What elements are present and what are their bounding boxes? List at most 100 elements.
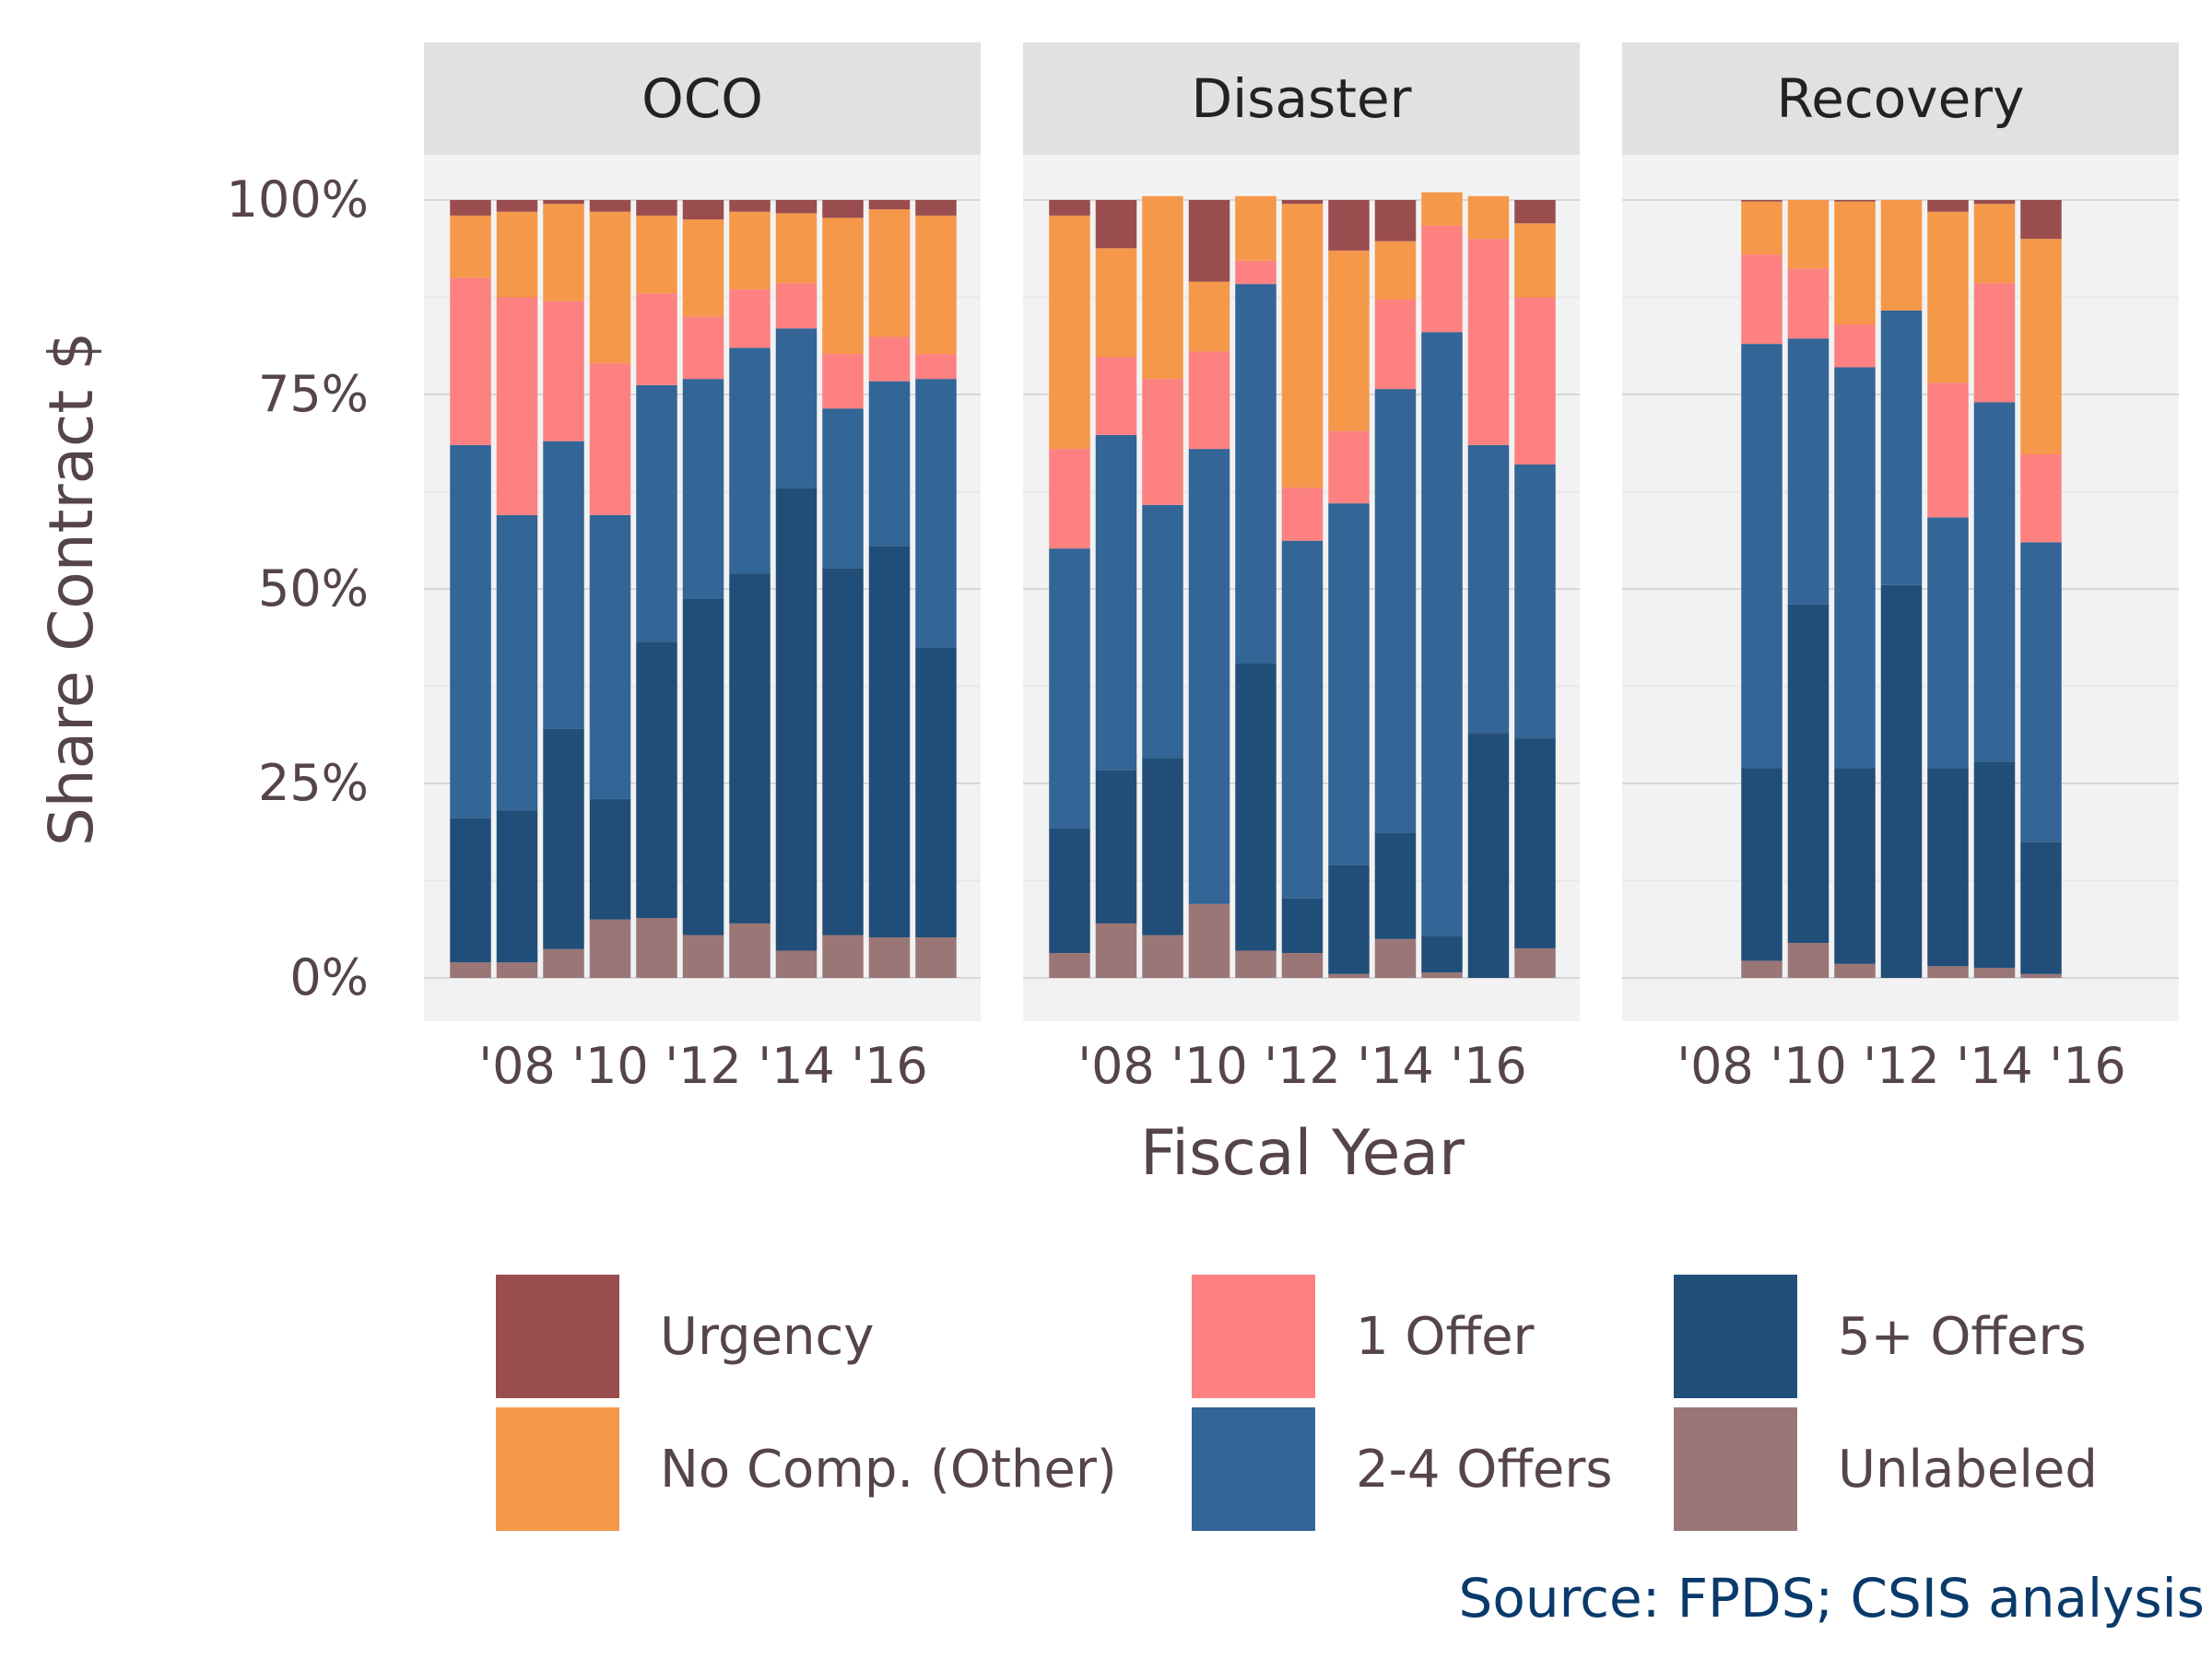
bar-segment [1467, 195, 1510, 240]
bar-segment [868, 546, 911, 938]
panel-title: Disaster [1191, 67, 1411, 130]
panel-strip [1622, 42, 2179, 155]
bar-segment [1281, 898, 1324, 953]
bar-segment [822, 218, 864, 355]
bar-segment [1374, 832, 1417, 939]
x-tick-label: '10 [1770, 1037, 1847, 1095]
bar-segment [775, 213, 818, 284]
bar-segment [1421, 972, 1463, 978]
bar-segment [450, 215, 491, 278]
legend-item: 5+ Offers [1674, 1275, 2087, 1398]
bar-segment [496, 962, 538, 978]
legend-item: No Comp. (Other) [496, 1407, 1117, 1531]
bar-segment [1973, 204, 2016, 284]
bar-segment [915, 354, 957, 380]
bar-segment [1235, 284, 1277, 664]
bar-segment [1049, 548, 1090, 829]
bar-segment [450, 818, 491, 963]
bar-segment [1973, 283, 2016, 403]
bar-segment [1787, 943, 1830, 978]
bar-segment [1049, 200, 1090, 216]
legend-item: 1 Offer [1192, 1275, 1535, 1398]
bar-segment [1834, 201, 1876, 325]
bar-segment [1095, 923, 1137, 978]
bar-segment [1374, 241, 1417, 300]
legend-swatch [1192, 1407, 1315, 1531]
x-tick-label: '16 [2049, 1037, 2126, 1095]
bar-segment [589, 200, 631, 212]
bar-segment [1514, 738, 1556, 948]
bar-segment [636, 215, 677, 294]
bar-segment [822, 200, 864, 218]
bar-segment [1235, 950, 1277, 978]
bar-segment [1834, 768, 1876, 964]
bar-segment [868, 200, 911, 210]
legend-label: No Comp. (Other) [660, 1439, 1117, 1500]
y-tick-label: 75% [258, 365, 369, 423]
bar-segment [775, 488, 818, 951]
bar-segment [496, 810, 538, 963]
bar-segment [1328, 865, 1370, 974]
legend-label: 2-4 Offers [1356, 1439, 1613, 1500]
panel-title: Recovery [1777, 67, 2025, 130]
bar-segment [775, 950, 818, 978]
bar-segment [2020, 841, 2062, 974]
bar-segment [1374, 389, 1417, 833]
bar-segment [1880, 584, 1923, 978]
bar-segment [1328, 200, 1370, 251]
bar-segment [822, 568, 864, 935]
bar-segment [729, 200, 771, 212]
bar-segment [1741, 254, 1783, 345]
bar-segment [2020, 239, 2062, 454]
bar-segment [1741, 344, 1783, 769]
bar-segment [729, 347, 771, 574]
bar-segment [1188, 281, 1230, 352]
bar-segment [868, 381, 911, 547]
bar-segment [1281, 540, 1324, 899]
bar-segment [1142, 195, 1183, 380]
bar-segment [543, 300, 584, 441]
bar-segment [1927, 966, 1969, 978]
bar-segment [1467, 733, 1510, 978]
bar-segment [1973, 761, 2016, 969]
bar-segment [1467, 239, 1510, 445]
bar-segment [1880, 200, 1923, 311]
legend-item: Urgency [496, 1275, 874, 1398]
legend-label: Urgency [660, 1306, 875, 1367]
bar-segment [1142, 758, 1183, 935]
legend-swatch [496, 1407, 619, 1531]
bar-segment [1328, 250, 1370, 431]
bar-segment [729, 573, 771, 924]
bar-segment [1328, 973, 1370, 978]
bar-segment [636, 293, 677, 385]
bar-segment [450, 444, 491, 818]
bar-segment [1095, 434, 1137, 771]
bar-segment [1281, 200, 1324, 205]
bar-segment [1235, 195, 1277, 261]
legend-swatch [1192, 1275, 1315, 1398]
bar-segment [1328, 503, 1370, 865]
bar-segment [822, 408, 864, 569]
bar-segment [729, 211, 771, 290]
y-tick-label: 25% [258, 754, 369, 812]
panel-strip [424, 42, 981, 155]
bar-segment [1973, 968, 2016, 978]
legend-item: Unlabeled [1674, 1407, 2098, 1531]
x-tick-label: '10 [571, 1037, 649, 1095]
bar-segment [1787, 338, 1830, 605]
bar-segment [2020, 542, 2062, 842]
bar-segment [1142, 379, 1183, 505]
bar-segment [1095, 770, 1137, 924]
bar-segment [1049, 828, 1090, 953]
legend-label: Unlabeled [1838, 1439, 2098, 1500]
legend-label: 5+ Offers [1838, 1306, 2087, 1367]
y-tick-label: 50% [258, 559, 369, 618]
bar-segment [1049, 449, 1090, 549]
bar-segment [1741, 200, 1783, 202]
bar-segment [543, 948, 584, 978]
bar-segment [1741, 960, 1783, 978]
bar-segment [589, 211, 631, 364]
bar-segment [450, 962, 491, 978]
bar-segment [1095, 248, 1137, 358]
bar-segment [1235, 663, 1277, 951]
